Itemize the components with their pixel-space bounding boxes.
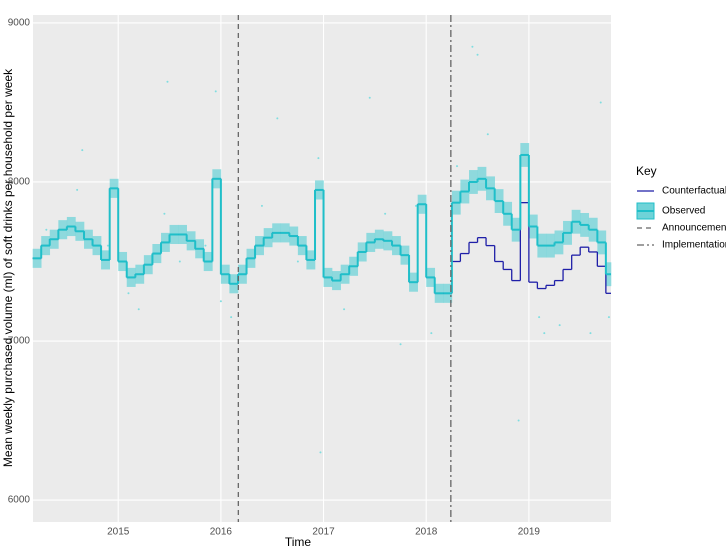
- scatter-point: [260, 204, 263, 207]
- scatter-point: [558, 324, 561, 327]
- y-tick-label: 8000: [8, 177, 31, 188]
- legend-label: Announcement: [662, 223, 726, 234]
- scatter-point: [517, 419, 520, 422]
- scatter-point: [343, 308, 346, 311]
- y-tick-label: 7000: [8, 336, 31, 347]
- scatter-point: [106, 244, 109, 247]
- scatter-point: [476, 53, 479, 56]
- legend-label: Observed: [662, 206, 705, 217]
- y-axis-label: Mean weekly purchased volume (ml) of sof…: [1, 68, 15, 467]
- scatter-point: [45, 228, 48, 231]
- scatter-point: [230, 316, 233, 319]
- scatter-point: [430, 332, 433, 335]
- scatter-point: [296, 260, 299, 263]
- scatter-point: [127, 292, 130, 295]
- legend-label: Implementation: [662, 240, 726, 251]
- x-tick-label: 2016: [210, 527, 233, 538]
- scatter-point: [76, 188, 79, 191]
- scatter-point: [204, 244, 207, 247]
- scatter-point: [163, 212, 166, 215]
- scatter-point: [319, 451, 322, 454]
- scatter-point: [178, 260, 181, 263]
- scatter-point: [384, 212, 387, 215]
- y-tick-label: 6000: [8, 495, 31, 506]
- marks: [32, 15, 612, 522]
- legend-label: Counterfactual: [662, 186, 726, 197]
- y-tick-label: 9000: [8, 18, 31, 29]
- legend-title: Key: [636, 164, 657, 178]
- scatter-point: [399, 343, 402, 346]
- scatter-point: [456, 165, 459, 168]
- scatter-point: [607, 316, 610, 319]
- scatter-point: [538, 316, 541, 319]
- x-tick-label: 2018: [415, 527, 438, 538]
- scatter-point: [81, 149, 84, 152]
- x-tick-label: 2017: [312, 527, 335, 538]
- scatter-point: [219, 300, 222, 303]
- scatter-point: [276, 117, 279, 120]
- scatter-point: [368, 96, 371, 99]
- scatter-point: [486, 133, 489, 136]
- scatter-point: [317, 157, 320, 160]
- scatter-point: [471, 45, 474, 48]
- scatter-point: [214, 90, 217, 93]
- x-tick-label: 2019: [518, 527, 541, 538]
- scatter-point: [543, 332, 546, 335]
- legend: Counterfactual Observed Announcement Implem…: [636, 186, 726, 251]
- x-axis-label: Time: [285, 535, 312, 548]
- x-tick-label: 2015: [107, 527, 130, 538]
- scatter-point: [166, 80, 169, 83]
- scatter-point: [589, 332, 592, 335]
- scatter-point: [137, 308, 140, 311]
- scatter-point: [599, 101, 602, 104]
- scatter-point: [414, 204, 417, 207]
